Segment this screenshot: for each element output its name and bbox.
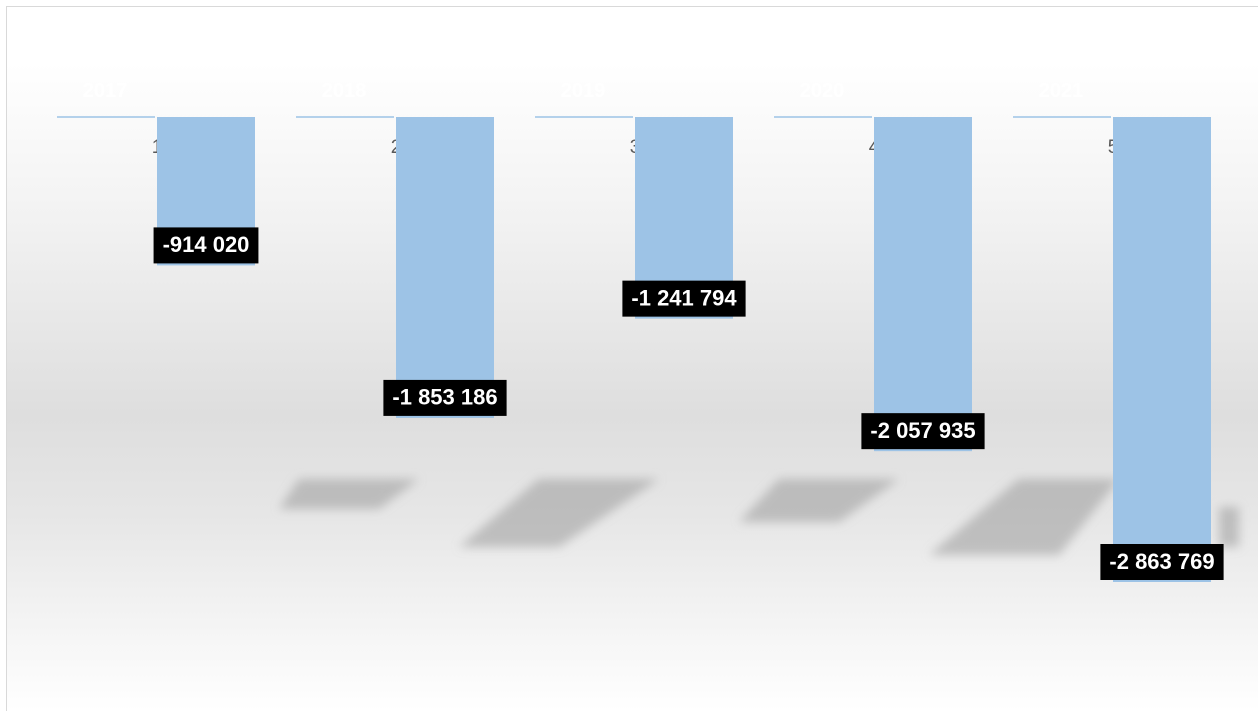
chart-area: 2017120182201932020420215 -914 020 -1 853… bbox=[6, 6, 1258, 711]
bar bbox=[396, 117, 494, 418]
data-label-box bbox=[1100, 544, 1224, 580]
data-label-text: -1 241 794 bbox=[631, 285, 737, 310]
year-tick-label: 2021 bbox=[1039, 80, 1084, 102]
data-label-text: -2 057 935 bbox=[870, 418, 975, 443]
bar bbox=[1113, 117, 1211, 582]
data-label-box bbox=[861, 413, 985, 450]
year-tick-label: 2019 bbox=[561, 80, 606, 102]
year-tick-label: 2018 bbox=[322, 80, 367, 102]
data-labels: -914 020 -1 853 186 -1 241 794 -2 057 935 -2… bbox=[153, 227, 1224, 580]
year-tick-label: 2020 bbox=[800, 80, 845, 102]
year-tick-label: 2017 bbox=[83, 80, 128, 102]
data-label-text: -914 020 bbox=[163, 232, 250, 257]
data-label-text: -2 863 769 bbox=[1109, 549, 1214, 574]
data-label-text: -1 853 186 bbox=[392, 385, 497, 410]
data-label-box bbox=[383, 379, 507, 416]
bar-chart: 2017120182201932020420215 -914 020 -1 853… bbox=[57, 80, 1239, 582]
x-axis: 2017120182201932020420215 bbox=[57, 80, 1118, 158]
decorative-shadows bbox=[279, 479, 1239, 555]
data-label-box bbox=[622, 280, 746, 317]
bar bbox=[874, 117, 972, 452]
data-label-box bbox=[153, 227, 259, 264]
